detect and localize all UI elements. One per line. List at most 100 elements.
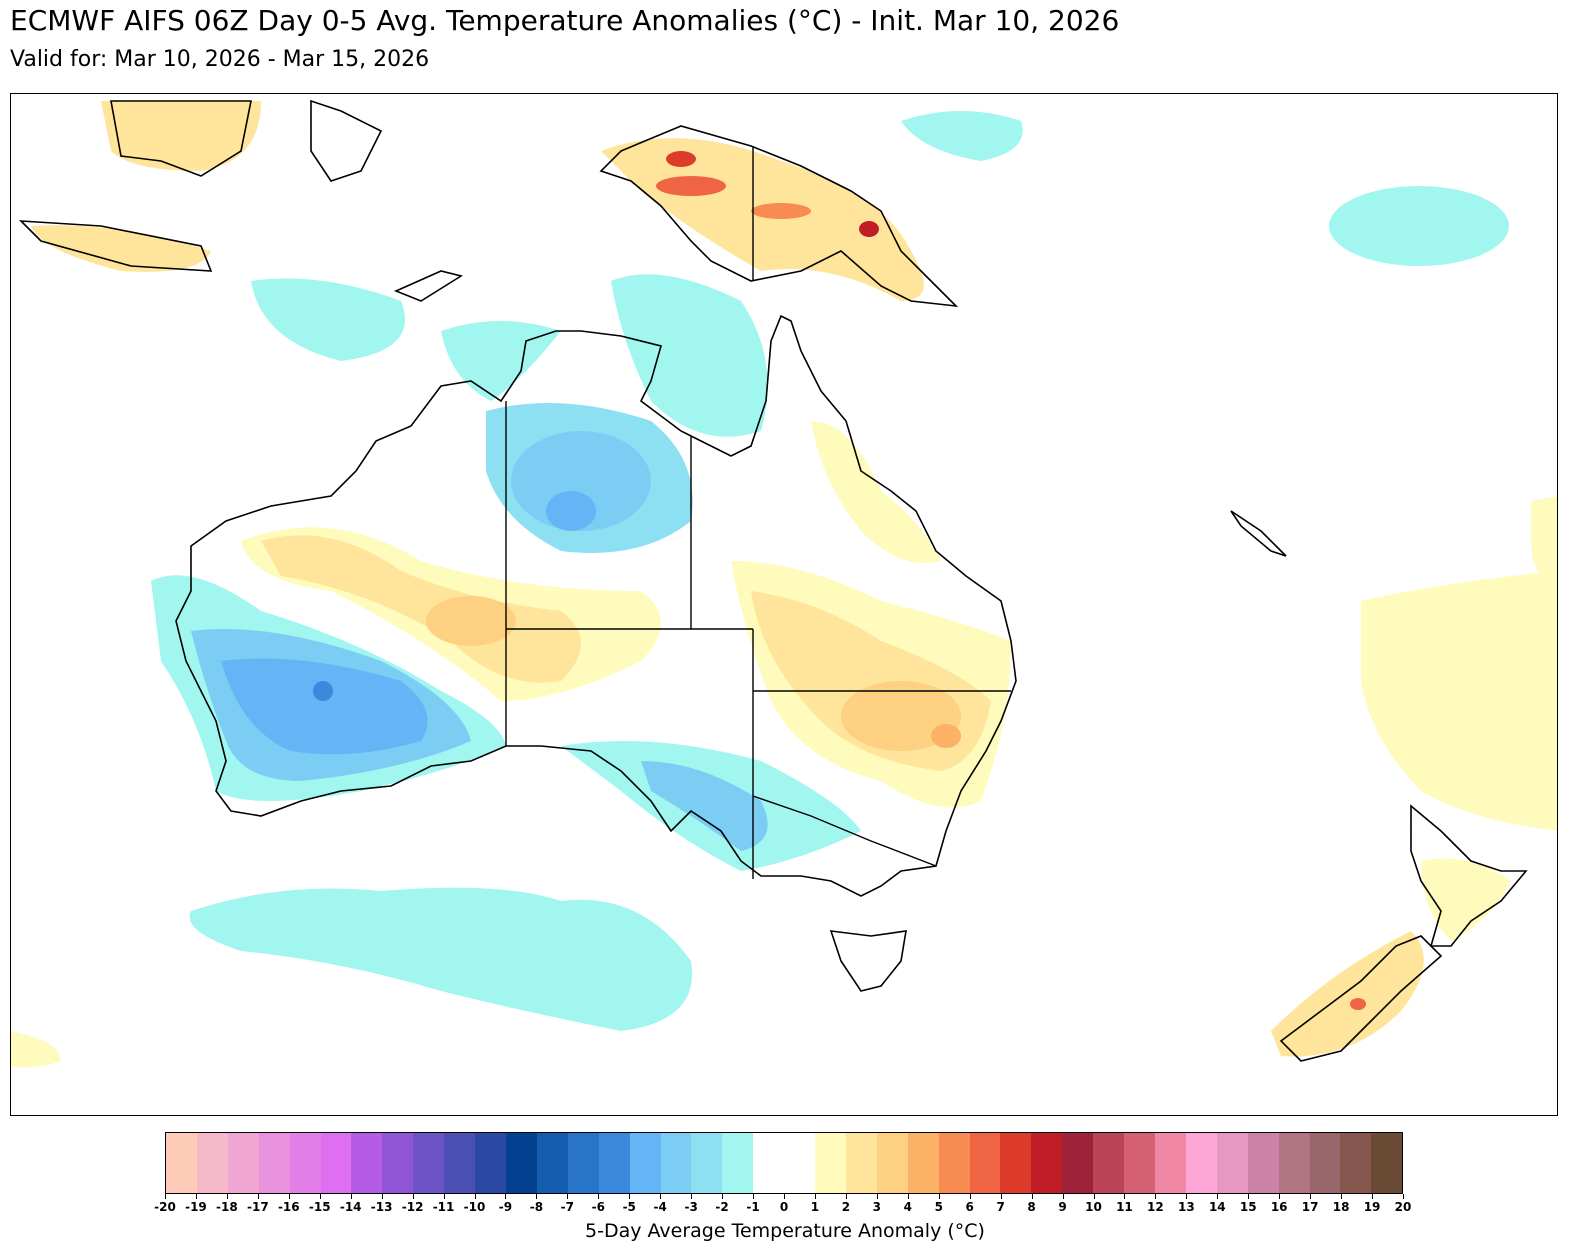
colorbar-tick-mark: [660, 1194, 662, 1199]
anomaly-region-warm: [261, 535, 581, 683]
colorbar-tick-mark: [1031, 1194, 1033, 1199]
colorbar-tick-label: 16: [1270, 1200, 1288, 1214]
colorbar-tick-mark: [1248, 1194, 1250, 1199]
colorbar-tick-mark: [536, 1194, 538, 1199]
colorbar-tick-mark: [784, 1194, 785, 1199]
timor-coastline: [393, 270, 464, 302]
colorbar-tick-label: 19: [1363, 1200, 1381, 1214]
colorbar-swatch: [413, 1133, 445, 1193]
anomaly-region-cool: [251, 278, 405, 361]
colorbar-tick-mark: [691, 1194, 693, 1199]
colorbar-swatch: [505, 1133, 537, 1193]
anomaly-region-warm: [11, 1031, 61, 1068]
colorbar-swatch: [1124, 1133, 1155, 1193]
anomaly-region-cool: [1329, 186, 1509, 266]
colorbar-swatch: [1247, 1133, 1279, 1193]
anomaly-region-cool: [546, 491, 596, 531]
colorbar-swatch: [1155, 1133, 1186, 1193]
colorbar-tick-mark: [1093, 1194, 1095, 1199]
colorbar-swatch: [320, 1133, 352, 1193]
colorbar-tick-label: -1: [746, 1200, 760, 1214]
colorbar-tick-mark: [1186, 1194, 1188, 1199]
australia-coastline: [175, 314, 1017, 897]
anomaly-region-cool: [901, 111, 1023, 161]
colorbar-tick-mark: [381, 1194, 383, 1199]
anomaly-region-warm: [841, 681, 961, 751]
colorbar-tick-mark: [505, 1194, 507, 1199]
colorbar-tick-label: -4: [653, 1200, 667, 1214]
colorbar-swatch: [1278, 1133, 1310, 1193]
colorbar-swatch: [258, 1133, 290, 1193]
new-guinea-coastline: [599, 125, 959, 308]
colorbar-tick-label: 11: [1116, 1200, 1133, 1214]
colorbar-ticks: -20 -19 -18 -17 -16 -15 -14 -13 -12 -11 -10 -9 -8 -7-…: [154, 1194, 1411, 1220]
colorbar-tick-label: 6: [965, 1200, 974, 1214]
colorbar-swatch: [876, 1133, 908, 1193]
colorbar-tick-mark: [350, 1194, 352, 1199]
colorbar-swatch: [753, 1133, 785, 1193]
colorbar-tick-mark: [1403, 1194, 1404, 1199]
colorbar-swatch: [444, 1133, 476, 1193]
anomaly-region-cool: [189, 887, 693, 1031]
colorbar-tick-mark: [753, 1194, 755, 1199]
colorbar-tick-mark: [1155, 1194, 1157, 1199]
nz-north-island-coastline: [1410, 804, 1528, 947]
colorbar-swatch: [691, 1133, 723, 1193]
colorbar-tick-label: 0: [779, 1200, 789, 1214]
anomaly-region-warm: [931, 724, 961, 748]
colorbar-swatch: [1185, 1133, 1217, 1193]
colorbar-swatch: [1000, 1133, 1032, 1193]
colorbar-tick-label: 7: [996, 1200, 1005, 1214]
colorbar-tick-mark: [474, 1194, 476, 1199]
anomaly-region-warm: [666, 151, 696, 167]
anomaly-region-warm: [1421, 858, 1511, 941]
colorbar-swatch: [1371, 1133, 1403, 1193]
lesser-sunda-coastline: [18, 220, 213, 272]
colorbar-swatch: [722, 1133, 754, 1193]
anomaly-region-cool: [611, 274, 768, 437]
anomaly-region-cool: [313, 681, 333, 701]
colorbar-swatch: [907, 1133, 939, 1193]
colorbar-swatch: [536, 1133, 568, 1193]
colorbar-tick-label: 10: [1085, 1200, 1102, 1214]
colorbar-tick-mark: [907, 1194, 909, 1199]
colorbar-tick-label: -6: [591, 1200, 605, 1214]
sulawesi-coastline: [310, 99, 383, 182]
colorbar-tick-label: -16: [277, 1200, 300, 1214]
colorbar-tick-mark: [412, 1194, 414, 1199]
colorbar-tick-mark: [876, 1194, 878, 1199]
colorbar-tick-mark: [567, 1194, 569, 1199]
colorbar-tick-label: -14: [339, 1200, 362, 1214]
colorbar-tick-label: -8: [529, 1200, 544, 1214]
colorbar-tick-mark: [1279, 1194, 1281, 1199]
anomaly-region-warm: [31, 225, 211, 272]
colorbar-tick-mark: [629, 1194, 631, 1199]
new-caledonia-coastline: [1230, 510, 1287, 557]
anomaly-fill: [11, 101, 1557, 1068]
anomaly-region-warm: [1361, 571, 1557, 831]
colorbar-swatch: [969, 1133, 1001, 1193]
state-borders: [505, 146, 1011, 879]
colorbar-tick-label: -3: [684, 1200, 698, 1214]
colorbar-tick-label: -18: [216, 1200, 238, 1214]
colorbar-tick-label: -20: [154, 1200, 176, 1214]
colorbar-tick-mark: [319, 1194, 321, 1199]
tasmania-coastline: [829, 930, 907, 992]
colorbar: [165, 1132, 1403, 1194]
colorbar-swatch: [1031, 1133, 1063, 1193]
colorbar-label: 5-Day Average Temperature Anomaly (°C): [585, 1220, 985, 1242]
colorbar-tick-label: 15: [1239, 1200, 1257, 1214]
anomaly-region-cool: [641, 761, 768, 851]
border-vic-nsw: [752, 795, 937, 867]
colorbar-tick-label: -9: [498, 1200, 513, 1214]
colorbar-tick-mark: [257, 1194, 259, 1199]
colorbar-tick-mark: [1124, 1194, 1126, 1199]
colorbar-tick-label: -15: [308, 1200, 331, 1214]
colorbar-swatch: [1062, 1133, 1094, 1193]
anomaly-region-warm: [751, 203, 811, 219]
colorbar-swatch: [382, 1133, 414, 1193]
colorbar-tick-label: -17: [247, 1200, 269, 1214]
colorbar-tick-label: 4: [903, 1200, 912, 1214]
anomaly-region-warm: [656, 176, 726, 196]
colorbar-tick-mark: [722, 1194, 724, 1199]
